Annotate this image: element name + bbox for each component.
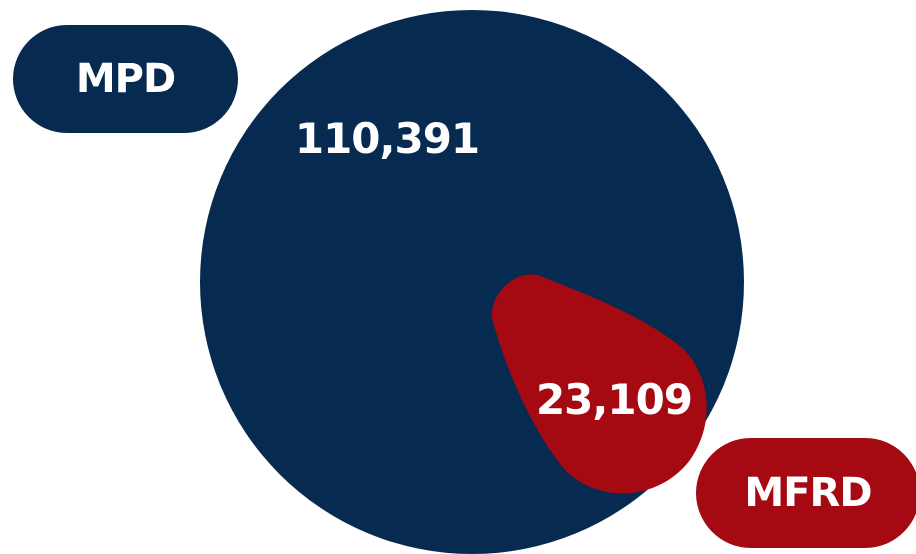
- legend-label-mpd: MPD: [75, 56, 176, 102]
- legend-item-mfrd: MFRD: [696, 438, 916, 548]
- slice-label-mpd: 110,391: [295, 114, 479, 163]
- legend-label-mfrd: MFRD: [744, 470, 872, 516]
- slice-label-mfrd: 23,109: [536, 375, 692, 424]
- legend-item-mpd: MPD: [13, 25, 238, 133]
- pie-slice-mfrd: [491, 274, 707, 494]
